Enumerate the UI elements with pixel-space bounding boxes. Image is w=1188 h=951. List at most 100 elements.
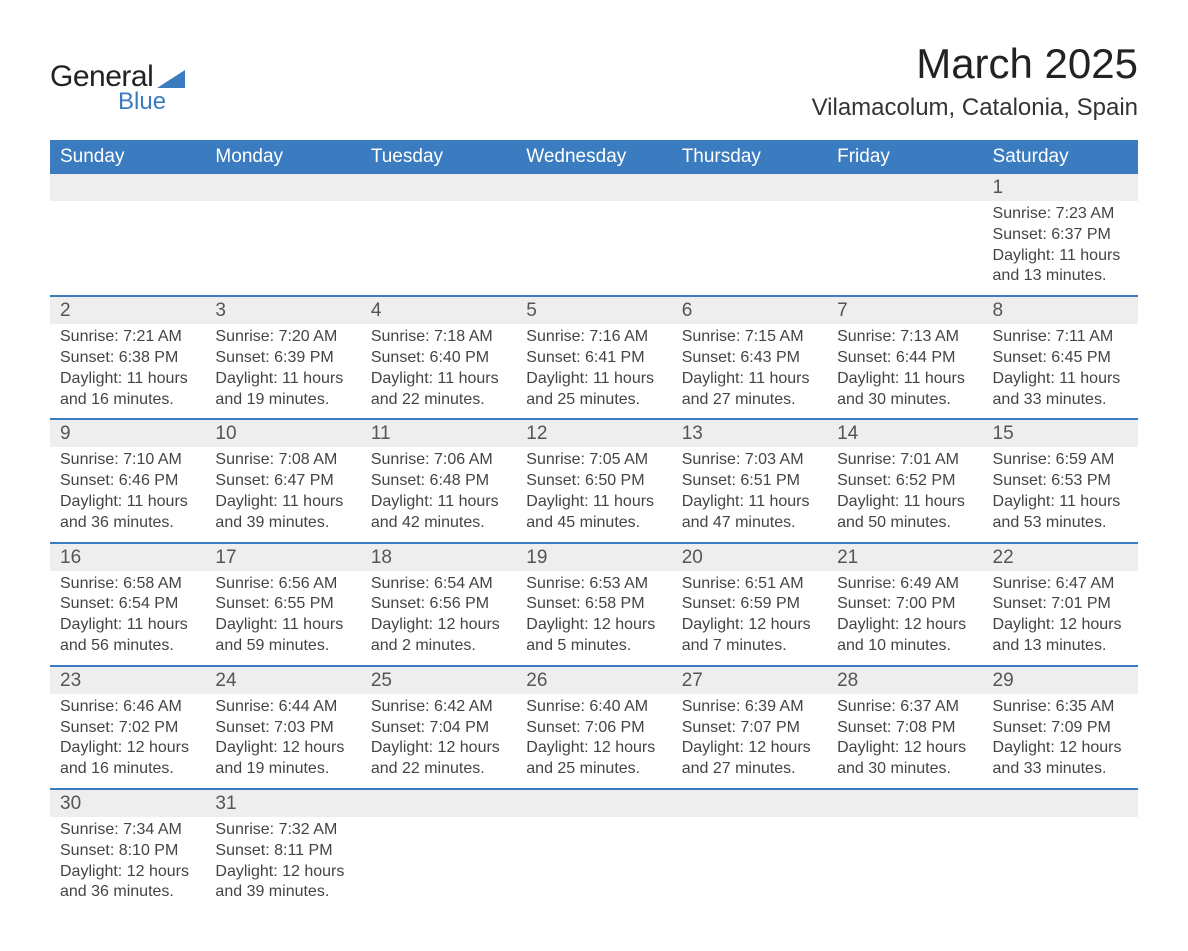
sunset-text: Sunset: 6:54 PM bbox=[60, 594, 195, 615]
daylight-text-2: and 2 minutes. bbox=[371, 636, 506, 657]
day-number-row: 16171819202122 bbox=[50, 543, 1138, 571]
day-number-cell: 5 bbox=[516, 296, 671, 324]
sunrise-text: Sunrise: 6:46 AM bbox=[60, 697, 195, 718]
day-number-cell: 24 bbox=[205, 666, 360, 694]
sunset-text: Sunset: 6:58 PM bbox=[526, 594, 661, 615]
sunrise-text: Sunrise: 7:01 AM bbox=[837, 450, 972, 471]
daylight-text-2: and 22 minutes. bbox=[371, 759, 506, 780]
page-subtitle: Vilamacolum, Catalonia, Spain bbox=[812, 94, 1138, 122]
sunset-text: Sunset: 8:11 PM bbox=[215, 841, 350, 862]
daylight-text-1: Daylight: 12 hours bbox=[526, 738, 661, 759]
sunrise-text: Sunrise: 7:08 AM bbox=[215, 450, 350, 471]
day-number-cell: 28 bbox=[827, 666, 982, 694]
daylight-text-2: and 7 minutes. bbox=[682, 636, 817, 657]
day-detail-cell: Sunrise: 6:39 AMSunset: 7:07 PMDaylight:… bbox=[672, 694, 827, 789]
sunset-text: Sunset: 7:09 PM bbox=[993, 718, 1128, 739]
sunrise-text: Sunrise: 7:23 AM bbox=[993, 204, 1128, 225]
daylight-text-1: Daylight: 12 hours bbox=[526, 615, 661, 636]
daylight-text-1: Daylight: 11 hours bbox=[60, 615, 195, 636]
day-detail-cell: Sunrise: 6:53 AMSunset: 6:58 PMDaylight:… bbox=[516, 571, 671, 666]
daylight-text-1: Daylight: 11 hours bbox=[682, 492, 817, 513]
day-detail-cell: Sunrise: 7:34 AMSunset: 8:10 PMDaylight:… bbox=[50, 817, 205, 911]
sunset-text: Sunset: 7:01 PM bbox=[993, 594, 1128, 615]
sunset-text: Sunset: 6:46 PM bbox=[60, 471, 195, 492]
page-title: March 2025 bbox=[812, 40, 1138, 88]
day-detail-cell: Sunrise: 7:01 AMSunset: 6:52 PMDaylight:… bbox=[827, 447, 982, 542]
logo-triangle-icon bbox=[157, 70, 185, 88]
sunrise-text: Sunrise: 6:37 AM bbox=[837, 697, 972, 718]
sunset-text: Sunset: 7:07 PM bbox=[682, 718, 817, 739]
daylight-text-1: Daylight: 11 hours bbox=[215, 615, 350, 636]
day-detail-cell: Sunrise: 6:51 AMSunset: 6:59 PMDaylight:… bbox=[672, 571, 827, 666]
sunrise-text: Sunrise: 6:58 AM bbox=[60, 574, 195, 595]
sunset-text: Sunset: 7:06 PM bbox=[526, 718, 661, 739]
sunset-text: Sunset: 6:52 PM bbox=[837, 471, 972, 492]
day-number-cell: 19 bbox=[516, 543, 671, 571]
calendar-table: SundayMondayTuesdayWednesdayThursdayFrid… bbox=[50, 140, 1138, 911]
day-number-cell bbox=[361, 789, 516, 817]
day-detail-cell: Sunrise: 7:20 AMSunset: 6:39 PMDaylight:… bbox=[205, 324, 360, 419]
day-detail-cell: Sunrise: 7:08 AMSunset: 6:47 PMDaylight:… bbox=[205, 447, 360, 542]
daylight-text-1: Daylight: 11 hours bbox=[993, 246, 1128, 267]
day-number-cell: 29 bbox=[983, 666, 1138, 694]
sunrise-text: Sunrise: 7:34 AM bbox=[60, 820, 195, 841]
daylight-text-1: Daylight: 11 hours bbox=[526, 492, 661, 513]
daylight-text-2: and 16 minutes. bbox=[60, 390, 195, 411]
day-number-cell bbox=[827, 174, 982, 201]
day-number-cell bbox=[516, 174, 671, 201]
sunset-text: Sunset: 6:51 PM bbox=[682, 471, 817, 492]
daylight-text-2: and 53 minutes. bbox=[993, 513, 1128, 534]
day-number-cell: 10 bbox=[205, 419, 360, 447]
day-detail-cell: Sunrise: 7:15 AMSunset: 6:43 PMDaylight:… bbox=[672, 324, 827, 419]
daylight-text-2: and 42 minutes. bbox=[371, 513, 506, 534]
day-number-cell: 22 bbox=[983, 543, 1138, 571]
sunrise-text: Sunrise: 7:15 AM bbox=[682, 327, 817, 348]
sunset-text: Sunset: 6:39 PM bbox=[215, 348, 350, 369]
day-detail-cell: Sunrise: 6:44 AMSunset: 7:03 PMDaylight:… bbox=[205, 694, 360, 789]
daylight-text-2: and 33 minutes. bbox=[993, 390, 1128, 411]
sunset-text: Sunset: 6:45 PM bbox=[993, 348, 1128, 369]
daylight-text-1: Daylight: 11 hours bbox=[371, 492, 506, 513]
daylight-text-1: Daylight: 11 hours bbox=[837, 492, 972, 513]
day-number-cell: 8 bbox=[983, 296, 1138, 324]
daylight-text-1: Daylight: 12 hours bbox=[993, 615, 1128, 636]
daylight-text-2: and 19 minutes. bbox=[215, 390, 350, 411]
logo: General Blue bbox=[50, 40, 185, 116]
sunrise-text: Sunrise: 7:06 AM bbox=[371, 450, 506, 471]
day-detail-cell: Sunrise: 7:16 AMSunset: 6:41 PMDaylight:… bbox=[516, 324, 671, 419]
column-header: Sunday bbox=[50, 140, 205, 174]
daylight-text-1: Daylight: 11 hours bbox=[371, 369, 506, 390]
day-number-cell: 31 bbox=[205, 789, 360, 817]
sunrise-text: Sunrise: 6:59 AM bbox=[993, 450, 1128, 471]
daylight-text-2: and 39 minutes. bbox=[215, 513, 350, 534]
sunrise-text: Sunrise: 7:21 AM bbox=[60, 327, 195, 348]
day-number-cell: 15 bbox=[983, 419, 1138, 447]
day-number-cell: 13 bbox=[672, 419, 827, 447]
day-detail-cell: Sunrise: 7:32 AMSunset: 8:11 PMDaylight:… bbox=[205, 817, 360, 911]
day-detail-cell: Sunrise: 6:40 AMSunset: 7:06 PMDaylight:… bbox=[516, 694, 671, 789]
daylight-text-2: and 19 minutes. bbox=[215, 759, 350, 780]
day-detail-cell: Sunrise: 7:21 AMSunset: 6:38 PMDaylight:… bbox=[50, 324, 205, 419]
daylight-text-2: and 16 minutes. bbox=[60, 759, 195, 780]
day-number-cell: 14 bbox=[827, 419, 982, 447]
day-number-cell: 4 bbox=[361, 296, 516, 324]
daylight-text-1: Daylight: 12 hours bbox=[371, 738, 506, 759]
day-number-cell bbox=[672, 789, 827, 817]
sunrise-text: Sunrise: 6:53 AM bbox=[526, 574, 661, 595]
sunrise-text: Sunrise: 7:13 AM bbox=[837, 327, 972, 348]
day-detail-cell bbox=[827, 817, 982, 911]
column-header: Tuesday bbox=[361, 140, 516, 174]
day-number-cell bbox=[361, 174, 516, 201]
sunset-text: Sunset: 6:50 PM bbox=[526, 471, 661, 492]
day-detail-row: Sunrise: 7:21 AMSunset: 6:38 PMDaylight:… bbox=[50, 324, 1138, 419]
daylight-text-1: Daylight: 12 hours bbox=[682, 738, 817, 759]
day-detail-cell bbox=[672, 201, 827, 296]
sunrise-text: Sunrise: 6:35 AM bbox=[993, 697, 1128, 718]
day-number-cell: 3 bbox=[205, 296, 360, 324]
sunrise-text: Sunrise: 7:20 AM bbox=[215, 327, 350, 348]
logo-text-blue: Blue bbox=[118, 88, 185, 116]
sunset-text: Sunset: 6:56 PM bbox=[371, 594, 506, 615]
daylight-text-1: Daylight: 11 hours bbox=[215, 492, 350, 513]
sunset-text: Sunset: 7:04 PM bbox=[371, 718, 506, 739]
daylight-text-1: Daylight: 11 hours bbox=[993, 492, 1128, 513]
